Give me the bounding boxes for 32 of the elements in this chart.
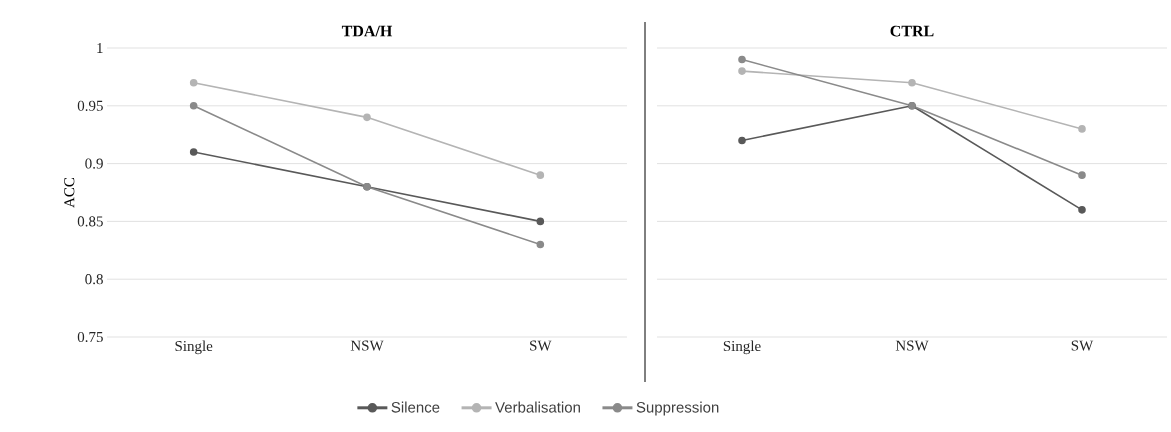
- x-tick-label: Single: [723, 340, 761, 355]
- y-axis-title: ACC: [64, 177, 75, 208]
- y-tick-label: 0.8: [85, 274, 103, 285]
- chart-title: TDA/H: [341, 25, 393, 37]
- point: [908, 78, 916, 87]
- x-tick-label: NSW: [895, 340, 929, 351]
- y-tick-label: 0.95: [77, 100, 103, 111]
- y-tick-label: 1: [97, 43, 103, 53]
- point: [1078, 171, 1086, 179]
- y-tick-label: 0.75: [77, 331, 103, 343]
- legend-label: Suppression: [636, 401, 719, 416]
- point: [189, 148, 198, 156]
- point: [189, 78, 198, 87]
- point: [738, 55, 746, 64]
- legend-label: Silence: [391, 401, 440, 413]
- point: [738, 67, 746, 75]
- y-tick-label: 0.85: [77, 216, 103, 227]
- point: [189, 102, 198, 110]
- point: [1078, 125, 1086, 133]
- x-tick-label: SW: [1071, 340, 1094, 351]
- point: [536, 240, 545, 249]
- x-tick-label: SW: [530, 340, 552, 351]
- y-tick-label: 0.9: [85, 158, 103, 169]
- chart-title: CTRL: [890, 25, 934, 37]
- point: [536, 171, 545, 179]
- point: [1078, 206, 1086, 214]
- point: [738, 136, 746, 145]
- x-tick-label: Single: [175, 340, 213, 355]
- point: [536, 217, 545, 226]
- x-tick-label: NSW: [350, 340, 384, 351]
- legend-label: Verbalisation: [495, 401, 580, 413]
- point: [363, 113, 371, 122]
